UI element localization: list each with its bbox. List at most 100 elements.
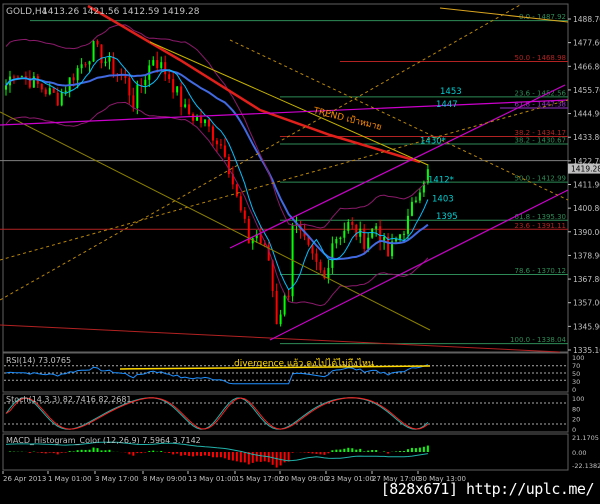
macd-bar: [60, 452, 63, 453]
candle-body: [144, 79, 147, 86]
stochastic-panel[interactable]: 100 80 20 0: [4, 395, 584, 434]
macd-bar: [104, 450, 107, 452]
macd-bar: [291, 452, 294, 453]
price-panel[interactable]: [2, 3, 569, 471]
axis-tick-label: 1444.90: [573, 110, 600, 119]
candle-body: [152, 60, 155, 66]
candle-body: [418, 192, 421, 201]
candle-body: [223, 145, 226, 157]
macd-bar: [68, 451, 71, 452]
macd-bar: [160, 451, 163, 452]
magenta-horizontal: [0, 99, 569, 126]
candle-body: [124, 75, 127, 78]
overlays: [0, 4, 569, 353]
candle-body: [319, 261, 322, 271]
fib-label: 23.6 - 1391.11: [514, 222, 566, 230]
macd-bar: [279, 452, 282, 466]
candle-body: [180, 86, 183, 107]
macd-bar: [351, 448, 354, 452]
candle-body: [267, 245, 270, 261]
level-annotation: 1412*: [428, 175, 454, 185]
price-axis[interactable]: 1488.70 1477.60 1466.80 1455.70 1444.90 1433.…: [568, 15, 600, 355]
macd-bar: [88, 449, 91, 452]
candle-body: [112, 56, 115, 75]
stoch-label: Stoch(14,3,3) 82.7416 82.2681: [6, 395, 132, 404]
yellow-trendline: [149, 41, 429, 166]
axis-tick-label: 1335.10: [573, 346, 600, 355]
time-axis: 26 Apr 2013 1 May 01:00 3 May 17:00 8 May 0…: [2, 471, 466, 483]
level-annotation: 1430*: [420, 136, 446, 146]
candle-body: [399, 234, 402, 239]
candle-body: [247, 218, 250, 244]
macd-bar: [231, 452, 234, 461]
macd-bar: [8, 451, 11, 452]
candle-body: [12, 76, 15, 78]
panel-tick-label: 100: [572, 395, 584, 403]
candle-body: [395, 238, 398, 242]
axis-tick-label: 1357.00: [573, 299, 600, 308]
fib-label: 50.0 - 1412.99: [514, 175, 566, 183]
macd-bar: [100, 450, 103, 452]
bollinger-upper: [5, 24, 429, 229]
macd-bar: [327, 452, 330, 454]
candle-body: [60, 92, 63, 106]
panel-tick-label: 20: [572, 416, 580, 424]
macd-bar: [363, 451, 366, 452]
candle-body: [327, 267, 330, 279]
candle-body: [379, 226, 382, 243]
macd-bar: [307, 452, 310, 453]
macd-bar: [227, 452, 230, 460]
candle-body: [200, 116, 203, 124]
candle-body: [403, 233, 405, 235]
macd-bar: [359, 448, 362, 452]
macd-bar: [44, 452, 47, 454]
candle-body: [164, 62, 167, 75]
macd-bar: [426, 445, 429, 452]
macd-bar: [355, 449, 358, 452]
candle-body: [375, 226, 378, 229]
macd-bar: [52, 452, 55, 454]
axis-tick-label: 1345.90: [573, 322, 600, 331]
macd-panel[interactable]: 21.1705 0.00 -22.1382: [5, 434, 600, 470]
candle-body: [204, 119, 206, 124]
macd-bar: [192, 452, 195, 457]
candle-body: [371, 228, 374, 238]
current-price-box: [568, 163, 600, 174]
indicator-line: [5, 364, 429, 385]
panel-tick-label: 100: [572, 354, 584, 362]
macd-bar: [140, 452, 143, 454]
panel-tick-label: 0: [572, 386, 576, 394]
candle-body: [239, 196, 242, 211]
candle-body: [339, 237, 342, 239]
candle-body: [80, 64, 83, 69]
candle-body: [132, 95, 135, 109]
candle-body: [96, 40, 99, 45]
chart-header-ohlc: 1413.26 1421.56 1412.59 1419.28: [42, 7, 200, 17]
panel-tick-label: 80: [572, 405, 580, 413]
macd-bar: [259, 452, 262, 462]
candle-body: [283, 295, 286, 315]
macd-bar: [152, 450, 155, 452]
dashed-fan-2: [0, 99, 569, 261]
macd-bar: [168, 452, 171, 453]
candle-body: [100, 44, 103, 64]
macd-bar: [207, 452, 210, 456]
candle-body: [188, 104, 191, 115]
candle-body: [108, 56, 111, 62]
panel-tick-label: 70: [572, 362, 580, 370]
candle-body: [279, 314, 282, 325]
macd-bar: [387, 452, 390, 454]
macd-bar: [215, 452, 218, 458]
red-trendline: [87, 4, 421, 164]
candle-body: [235, 184, 238, 197]
macd-label: MACD_Histogram_Color (12,26,9) 7.5964 3.…: [6, 436, 201, 445]
candle-body: [40, 83, 43, 90]
candle-body: [331, 243, 334, 268]
axis-tick-label: 1400.80: [573, 204, 600, 213]
candle-body: [196, 116, 199, 121]
macd-bar: [204, 452, 206, 456]
macd-bar: [176, 452, 179, 454]
bollinger-lower: [5, 101, 429, 307]
